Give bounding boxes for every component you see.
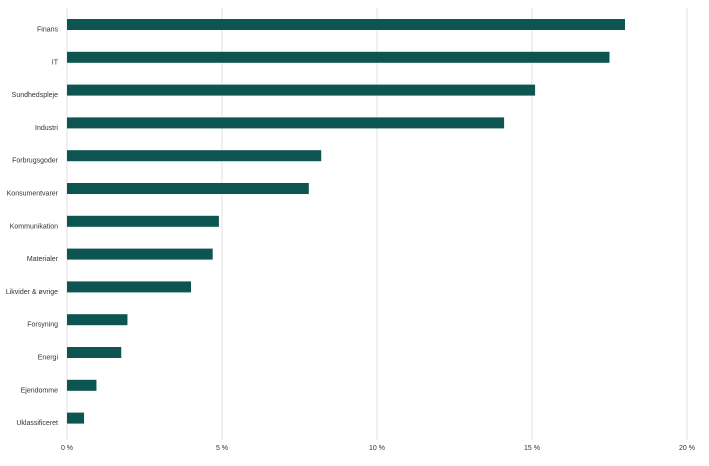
category-labels: Finans IT Sundhedspleje Industri Forbrugsgod… bbox=[6, 27, 59, 428]
bar bbox=[67, 215, 219, 227]
bar bbox=[67, 51, 610, 63]
x-tick-label: 20 % bbox=[679, 445, 695, 452]
category-label: Energi bbox=[38, 355, 59, 362]
x-tick-label: 5 % bbox=[216, 445, 228, 452]
x-tick-label: 0 % bbox=[61, 445, 73, 452]
bar bbox=[67, 84, 536, 96]
bar bbox=[67, 150, 322, 162]
category-label: Forsyning bbox=[27, 322, 58, 329]
bar bbox=[67, 248, 213, 260]
x-axis-tick-labels: 0 % 5 % 10 % 15 % 20 % bbox=[61, 445, 695, 452]
bar bbox=[67, 314, 128, 326]
bar bbox=[67, 117, 505, 129]
bar bbox=[67, 281, 191, 293]
category-label: Likvider & øvrige bbox=[6, 289, 58, 296]
bar bbox=[67, 379, 97, 391]
x-tick-label: 15 % bbox=[524, 445, 540, 452]
category-label: Ejendomme bbox=[21, 387, 58, 394]
bar bbox=[67, 412, 85, 424]
bars bbox=[67, 19, 625, 424]
category-label: Forbrugsgoder bbox=[12, 158, 59, 165]
category-label: Finans bbox=[37, 27, 59, 34]
category-label: Konsumentvarer bbox=[7, 191, 59, 198]
bar bbox=[67, 347, 122, 358]
category-label: Kommunikation bbox=[10, 223, 58, 230]
category-label: Uklassificeret bbox=[16, 420, 58, 427]
category-label: Industri bbox=[35, 125, 58, 132]
category-label: Materialer bbox=[27, 256, 59, 263]
category-label: Sundhedspleje bbox=[12, 92, 58, 99]
bar bbox=[67, 19, 625, 30]
x-tick-label: 10 % bbox=[369, 445, 385, 452]
gridlines bbox=[66, 8, 688, 440]
category-label: IT bbox=[52, 59, 59, 66]
bar bbox=[67, 183, 309, 194]
